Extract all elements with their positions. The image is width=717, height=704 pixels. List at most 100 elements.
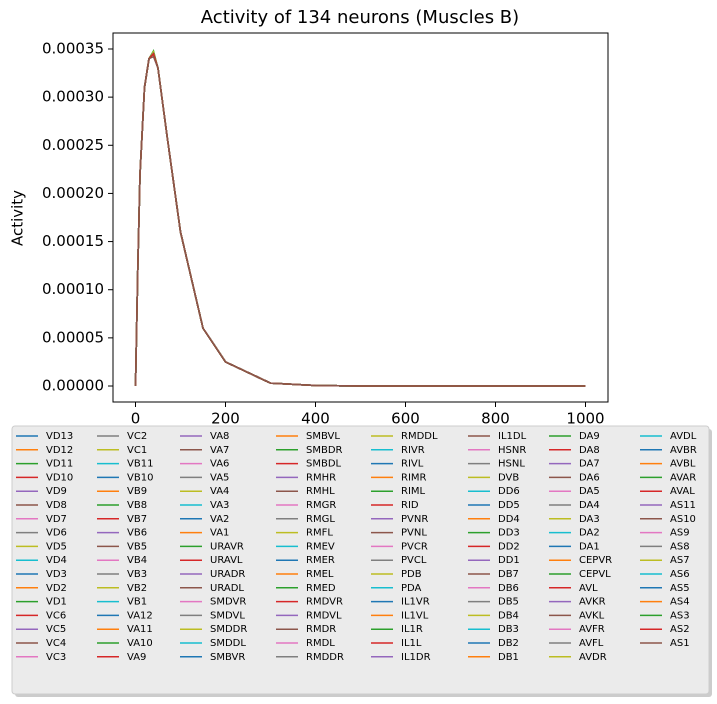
legend-label: VC5: [46, 624, 66, 635]
legend-label: DB3: [498, 624, 519, 635]
legend-label: SMBDR: [306, 445, 343, 456]
legend-label: VC1: [127, 445, 147, 456]
legend-label: RMED: [306, 583, 336, 594]
legend-label: RMHL: [306, 486, 335, 497]
legend-label: PVNL: [401, 528, 427, 539]
y-tick-label: 0.00020: [42, 184, 104, 202]
legend-label: CEPVR: [579, 555, 612, 566]
legend-label: DA4: [579, 500, 600, 511]
legend-label: PVNR: [401, 514, 428, 525]
legend-label: DVB: [498, 472, 519, 483]
legend-label: VC3: [46, 652, 66, 663]
y-tick-label: 0.00005: [42, 328, 104, 346]
x-tick-label: 1000: [566, 410, 604, 428]
legend-label: AS4: [670, 597, 690, 608]
legend-label: RMDR: [306, 624, 336, 635]
legend-label: RIMR: [401, 472, 427, 483]
legend-label: VA7: [210, 445, 229, 456]
legend-label: DA8: [579, 445, 600, 456]
legend-label: DD3: [498, 528, 520, 539]
legend-label: VD9: [46, 486, 67, 497]
legend-label: HSNL: [498, 459, 525, 470]
legend-label: RIVR: [401, 445, 425, 456]
y-tick-label: 0.00035: [42, 39, 104, 57]
legend-label: SMDDL: [210, 638, 246, 649]
legend-label: VA11: [127, 624, 153, 635]
legend-label: VC4: [46, 638, 66, 649]
legend-label: SMBDL: [306, 459, 342, 470]
legend-label: SMDVR: [210, 597, 246, 608]
legend-label: URAVR: [210, 541, 244, 552]
y-tick-label: 0.00030: [42, 88, 104, 106]
legend-label: VA3: [210, 500, 229, 511]
legend-label: DB7: [498, 569, 519, 580]
legend-label: DA7: [579, 459, 600, 470]
legend-label: AVFR: [579, 624, 605, 635]
legend-label: AVAR: [670, 472, 696, 483]
legend-label: AS3: [670, 610, 690, 621]
x-tick-label: 400: [301, 410, 330, 428]
legend-label: AS2: [670, 624, 690, 635]
legend-label: VB1: [127, 597, 147, 608]
legend-label: RMDDR: [306, 652, 344, 663]
legend-label: AS7: [670, 555, 690, 566]
legend-label: VA4: [210, 486, 229, 497]
legend-label: VD3: [46, 569, 67, 580]
legend-label: AVL: [579, 583, 598, 594]
legend-label: RIML: [401, 486, 426, 497]
legend-label: VD10: [46, 472, 73, 483]
x-tick-label: 0: [131, 410, 141, 428]
legend-label: AVKR: [579, 597, 606, 608]
legend-label: DB4: [498, 610, 519, 621]
y-tick-label: 0.00025: [42, 136, 104, 154]
legend-label: VA10: [127, 638, 153, 649]
legend-label: DD1: [498, 555, 520, 566]
legend-label: RIVL: [401, 459, 424, 470]
legend-label: VA6: [210, 459, 229, 470]
legend-label: RMGR: [306, 500, 336, 511]
legend-label: IL1L: [401, 638, 422, 649]
legend-label: DB6: [498, 583, 519, 594]
plot-area: [113, 33, 608, 402]
legend-label: AVDL: [670, 431, 697, 442]
legend-label: IL1VL: [401, 610, 429, 621]
legend-label: RMEV: [306, 541, 335, 552]
legend-label: VB2: [127, 583, 147, 594]
legend-label: IL1R: [401, 624, 423, 635]
legend-label: RID: [401, 500, 419, 511]
y-tick-label: 0.00000: [42, 377, 104, 395]
legend-label: RMDVL: [306, 610, 342, 621]
legend-label: VD4: [46, 555, 67, 566]
legend-label: VB7: [127, 514, 147, 525]
legend-label: VB10: [127, 472, 153, 483]
legend-label: RMDVR: [306, 597, 343, 608]
plot-frame: [112, 32, 609, 403]
legend-label: VA8: [210, 431, 229, 442]
legend-label: DB1: [498, 652, 519, 663]
legend-label: VB8: [127, 500, 147, 511]
legend-label: VA1: [210, 528, 229, 539]
legend-label: PDA: [401, 583, 422, 594]
legend-label: CEPVL: [579, 569, 611, 580]
legend-label: AS9: [670, 528, 690, 539]
legend-label: RMHR: [306, 472, 336, 483]
legend-label: DA9: [579, 431, 600, 442]
legend-label: DD6: [498, 486, 520, 497]
legend-label: SMBVR: [210, 652, 245, 663]
legend-label: URAVL: [210, 555, 243, 566]
legend-label: AVAL: [670, 486, 695, 497]
legend-label: VA12: [127, 610, 153, 621]
legend-label: VB11: [127, 459, 153, 470]
legend-label: DD5: [498, 500, 520, 511]
legend-label: VC6: [46, 610, 66, 621]
legend-label: RMEL: [306, 569, 334, 580]
legend-label: HSNR: [498, 445, 526, 456]
legend-label: DA6: [579, 472, 600, 483]
legend-label: AS8: [670, 541, 690, 552]
legend-label: PDB: [401, 569, 422, 580]
legend-label: DA1: [579, 541, 600, 552]
legend-label: VD12: [46, 445, 73, 456]
x-tick-label: 800: [481, 410, 510, 428]
legend-label: AVBL: [670, 459, 696, 470]
